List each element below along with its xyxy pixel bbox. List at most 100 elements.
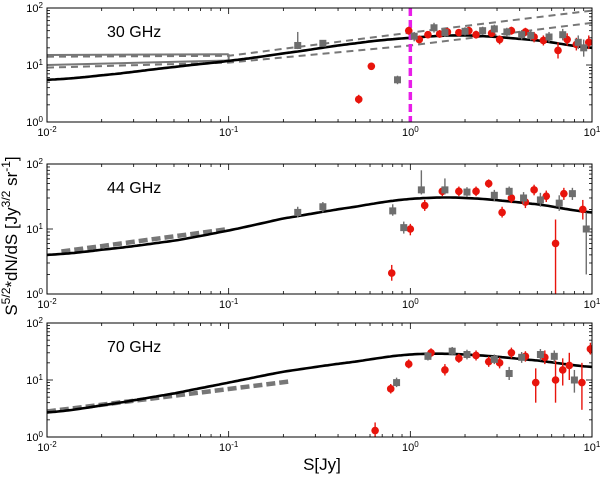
data-point: [584, 38, 592, 47]
data-point: [472, 30, 480, 39]
data-point: [319, 203, 327, 211]
data-point: [490, 355, 498, 363]
data-point: [578, 378, 586, 387]
data-point: [495, 35, 504, 44]
x-tick-label: 10-1: [219, 297, 239, 312]
y-tick-label: 101: [26, 58, 43, 73]
data-point: [545, 33, 553, 41]
data-point: [536, 196, 544, 204]
x-tick-label: 10-2: [37, 297, 57, 312]
data-point: [579, 205, 587, 214]
data-point: [560, 189, 568, 198]
data-point: [530, 186, 538, 194]
panel-title: 70 GHz: [107, 339, 161, 356]
data-point: [574, 38, 582, 46]
x-tick-label: 100: [402, 125, 419, 140]
data-point: [430, 24, 438, 32]
x-axis-label: S[Jy]: [303, 455, 341, 474]
data-point: [498, 208, 506, 217]
data-point: [406, 225, 415, 233]
data-point: [463, 188, 471, 196]
data-point: [455, 28, 463, 37]
data-point: [505, 370, 513, 378]
data-point: [551, 376, 560, 384]
y-tick-label: 100: [26, 115, 43, 130]
data-point: [558, 366, 567, 374]
axes-frame: [46, 322, 593, 438]
x-tick-label: 101: [584, 297, 600, 312]
data-point: [520, 194, 528, 202]
x-tick-label: 10-1: [219, 440, 239, 455]
data-point: [551, 239, 560, 248]
series-circle: [371, 342, 592, 437]
data-point: [479, 27, 487, 35]
x-tick-label: 101: [584, 125, 600, 140]
x-tick-label: 10-2: [37, 440, 57, 455]
data-point: [531, 378, 540, 387]
data-point: [527, 31, 535, 39]
x-tick-label: 10-2: [37, 125, 57, 140]
data-point: [555, 199, 563, 207]
data-point: [536, 351, 544, 359]
data-point: [507, 349, 516, 357]
data-point: [424, 352, 432, 360]
data-point: [554, 46, 562, 55]
data-point: [319, 39, 327, 47]
data-point: [472, 351, 480, 360]
data-point: [503, 28, 511, 36]
data-point: [404, 26, 413, 35]
data-point: [448, 347, 456, 355]
data-point: [518, 31, 526, 39]
y-tick-label: 102: [26, 316, 43, 331]
panels-group: 10-2 10-1 100 101 100 101 102 30 GHz 10-2 10-1 100…: [26, 1, 600, 455]
data-point: [354, 95, 363, 104]
x-tick-label: 100: [402, 440, 419, 455]
data-point: [559, 31, 567, 39]
panel-1: 10-2 10-1 100 101 100 101 102 30 GHz: [26, 1, 600, 140]
data-point: [410, 32, 418, 40]
y-axis-label: S5/2*dN/dS [Jy3/2 sr-1]: [0, 156, 21, 315]
envelope-line: [47, 21, 592, 69]
data-point: [394, 76, 402, 84]
y-tick-label: 102: [26, 1, 43, 16]
x-tick-label: 100: [402, 297, 419, 312]
data-point: [484, 179, 493, 188]
data-point: [484, 357, 493, 366]
data-point: [550, 352, 558, 360]
panel-title: 44 GHz: [107, 180, 161, 197]
box-line: [47, 59, 229, 66]
panel-title: 30 GHz: [107, 24, 161, 41]
data-point: [371, 426, 379, 435]
data-point: [455, 187, 463, 196]
data-point: [386, 385, 395, 393]
plot-area: [47, 342, 592, 437]
data-point: [441, 29, 449, 37]
panel-3: 10-2 10-1 100 101 100 101 102 70 GHz: [26, 316, 600, 455]
data-point: [570, 376, 578, 384]
series-square: [294, 22, 588, 85]
model-curve: [47, 352, 592, 414]
data-point: [420, 201, 429, 210]
data-point: [582, 225, 590, 233]
data-point: [490, 191, 498, 199]
model-curve: [47, 196, 592, 257]
data-point: [389, 207, 397, 215]
data-point: [441, 366, 449, 374]
series-square: [294, 170, 590, 275]
plot-area: [47, 170, 592, 294]
data-point: [539, 36, 548, 45]
data-point: [387, 269, 396, 277]
data-point: [294, 41, 302, 49]
axes-frame: [46, 7, 593, 123]
data-point: [565, 361, 574, 370]
box-line: [47, 53, 229, 56]
data-point: [586, 345, 592, 353]
data-point: [461, 27, 469, 35]
data-point: [404, 360, 413, 368]
data-point: [367, 62, 376, 71]
data-point: [294, 208, 302, 216]
data-point: [542, 192, 551, 200]
y-tick-label: 101: [26, 222, 43, 237]
data-point: [400, 224, 408, 232]
data-point: [463, 351, 471, 359]
